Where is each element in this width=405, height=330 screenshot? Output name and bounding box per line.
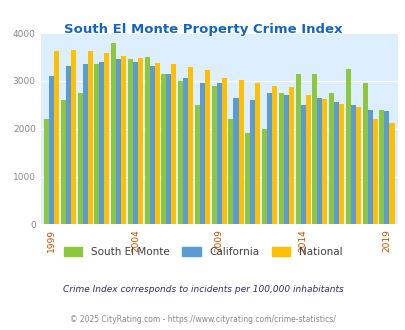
Bar [116,59,121,224]
Bar [255,83,260,224]
Bar [288,87,293,224]
Bar [388,123,394,224]
Bar [128,59,132,224]
Bar [372,119,377,224]
Bar [132,62,138,224]
Bar [61,100,66,224]
Bar [194,105,199,224]
Bar [183,79,188,224]
Bar [154,63,159,224]
Bar [94,64,99,224]
Bar [266,93,271,224]
Bar [238,80,243,224]
Bar [355,107,360,224]
Bar [178,81,183,224]
Bar [211,86,216,224]
Bar [317,98,322,224]
Bar [144,57,149,224]
Bar [350,105,355,224]
Bar [161,74,166,224]
Bar [171,64,176,224]
Bar [121,56,126,224]
Bar [345,69,350,224]
Bar [66,67,70,224]
Bar [367,110,372,224]
Bar [295,74,300,224]
Bar [228,119,233,224]
Bar [384,111,388,224]
Bar [233,98,238,224]
Bar [322,99,326,224]
Bar [216,83,221,224]
Bar [188,67,193,224]
Bar [49,76,54,224]
Text: South El Monte Property Crime Index: South El Monte Property Crime Index [64,23,341,36]
Bar [278,93,283,224]
Bar [338,104,343,224]
Bar [221,79,226,224]
Bar [166,74,171,224]
Bar [379,110,384,224]
Bar [283,95,288,224]
Bar [362,83,367,224]
Bar [77,93,82,224]
Bar [245,134,249,224]
Bar [261,129,266,224]
Bar [305,95,310,224]
Bar [328,93,333,224]
Bar [138,58,143,224]
Bar [311,74,317,224]
Bar [70,50,76,224]
Bar [104,53,109,224]
Bar [199,83,205,224]
Bar [87,51,92,224]
Bar [44,119,49,224]
Text: © 2025 CityRating.com - https://www.cityrating.com/crime-statistics/: © 2025 CityRating.com - https://www.city… [70,315,335,324]
Bar [205,70,209,224]
Bar [271,86,277,224]
Bar [82,64,87,224]
Bar [149,67,154,224]
Bar [249,100,255,224]
Bar [54,51,59,224]
Bar [99,62,104,224]
Bar [333,102,338,224]
Bar [111,43,116,224]
Text: Crime Index corresponds to incidents per 100,000 inhabitants: Crime Index corresponds to incidents per… [62,285,343,294]
Legend: South El Monte, California, National: South El Monte, California, National [59,243,346,261]
Bar [300,105,305,224]
